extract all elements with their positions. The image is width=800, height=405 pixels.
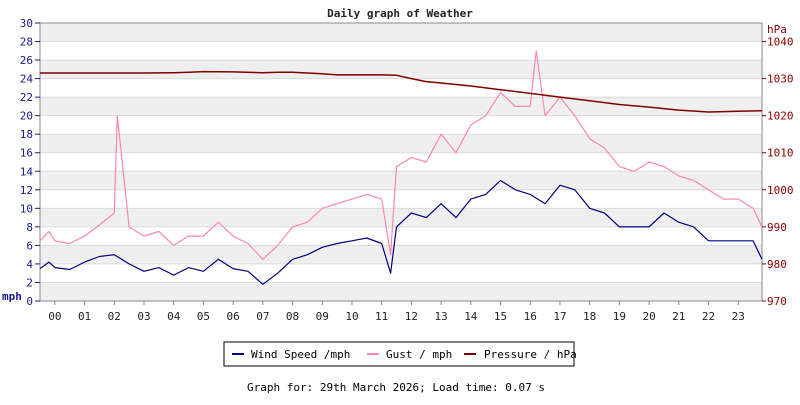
x-tick-label: 03 xyxy=(137,310,150,323)
x-tick-label: 17 xyxy=(553,310,566,323)
left-tick-label: 12 xyxy=(20,184,33,197)
chart-title: Daily graph of Weather xyxy=(327,7,473,20)
x-tick-label: 13 xyxy=(434,310,447,323)
right-tick-label: 970 xyxy=(767,295,787,308)
x-tick-label: 19 xyxy=(613,310,626,323)
x-tick-label: 18 xyxy=(583,310,596,323)
x-tick-label: 22 xyxy=(702,310,715,323)
left-tick-label: 14 xyxy=(20,165,34,178)
left-tick-label: 4 xyxy=(26,258,33,271)
x-tick-label: 14 xyxy=(464,310,478,323)
x-tick-label: 08 xyxy=(286,310,299,323)
graph-footer: Graph for: 29th March 2026; Load time: 0… xyxy=(247,381,545,394)
legend-label-gust: Gust / mph xyxy=(386,348,452,361)
right-axis-ticks: 970 980 990 1000 1010 1020 1030 1040 xyxy=(762,36,794,308)
left-tick-label: 6 xyxy=(26,239,33,252)
legend: Wind Speed /mph Gust / mph Pressure / hP… xyxy=(223,341,577,367)
right-tick-label: 990 xyxy=(767,221,787,234)
left-tick-label: 18 xyxy=(20,128,33,141)
x-tick-label: 01 xyxy=(78,310,91,323)
grid-bands xyxy=(40,23,762,301)
x-tick-label: 02 xyxy=(108,310,121,323)
x-tick-label: 21 xyxy=(672,310,685,323)
right-tick-label: 1010 xyxy=(767,147,794,160)
left-tick-label: 30 xyxy=(20,17,33,30)
right-tick-label: 980 xyxy=(767,258,787,271)
grid-band xyxy=(40,245,762,264)
x-tick-label: 00 xyxy=(48,310,61,323)
series-line-pressure xyxy=(40,70,763,113)
series-line-gust xyxy=(39,50,763,260)
left-tick-label: 8 xyxy=(26,221,33,234)
grid-band xyxy=(40,97,762,116)
left-tick-label: 28 xyxy=(20,36,33,49)
grid-band xyxy=(40,134,762,153)
x-tick-label: 20 xyxy=(642,310,655,323)
right-tick-label: 1020 xyxy=(767,110,794,123)
left-tick-label: 16 xyxy=(20,147,33,160)
left-tick-label: 10 xyxy=(20,202,33,215)
grid-band xyxy=(40,60,762,79)
legend-label-pressure: Pressure / hPa xyxy=(484,348,577,361)
right-tick-label: 1000 xyxy=(767,184,794,197)
left-tick-label: 2 xyxy=(26,276,33,289)
x-tick-label: 04 xyxy=(167,310,181,323)
x-tick-label: 12 xyxy=(405,310,418,323)
right-axis-unit: hPa xyxy=(767,23,787,36)
x-tick-label: 05 xyxy=(197,310,210,323)
grid-band xyxy=(40,208,762,227)
left-axis-unit: mph xyxy=(2,290,22,303)
grid-band xyxy=(40,23,762,42)
x-tick-label: 11 xyxy=(375,310,388,323)
x-axis-ticks: 00 01 02 03 04 05 06 07 08 09 10 11 12 13 14 15 16 17 18 19… xyxy=(48,301,745,323)
x-tick-label: 15 xyxy=(494,310,507,323)
right-tick-label: 1040 xyxy=(767,36,794,49)
x-tick-label: 06 xyxy=(227,310,240,323)
x-tick-label: 23 xyxy=(732,310,745,323)
series-layer xyxy=(39,50,763,285)
x-tick-label: 10 xyxy=(345,310,358,323)
left-tick-label: 24 xyxy=(20,73,34,86)
left-tick-label: 0 xyxy=(26,295,33,308)
series-line-wind-speed xyxy=(39,179,763,285)
x-tick-label: 16 xyxy=(524,310,537,323)
x-tick-label: 09 xyxy=(316,310,329,323)
left-tick-label: 26 xyxy=(20,54,33,67)
right-tick-label: 1030 xyxy=(767,73,794,86)
legend-label-wind: Wind Speed /mph xyxy=(251,348,350,361)
grid-band xyxy=(40,282,762,301)
plot-frame xyxy=(39,22,763,302)
left-tick-label: 20 xyxy=(20,110,33,123)
x-tick-label: 07 xyxy=(256,310,269,323)
legend-box xyxy=(223,341,575,367)
grid-band xyxy=(40,171,762,190)
left-tick-label: 22 xyxy=(20,91,33,104)
